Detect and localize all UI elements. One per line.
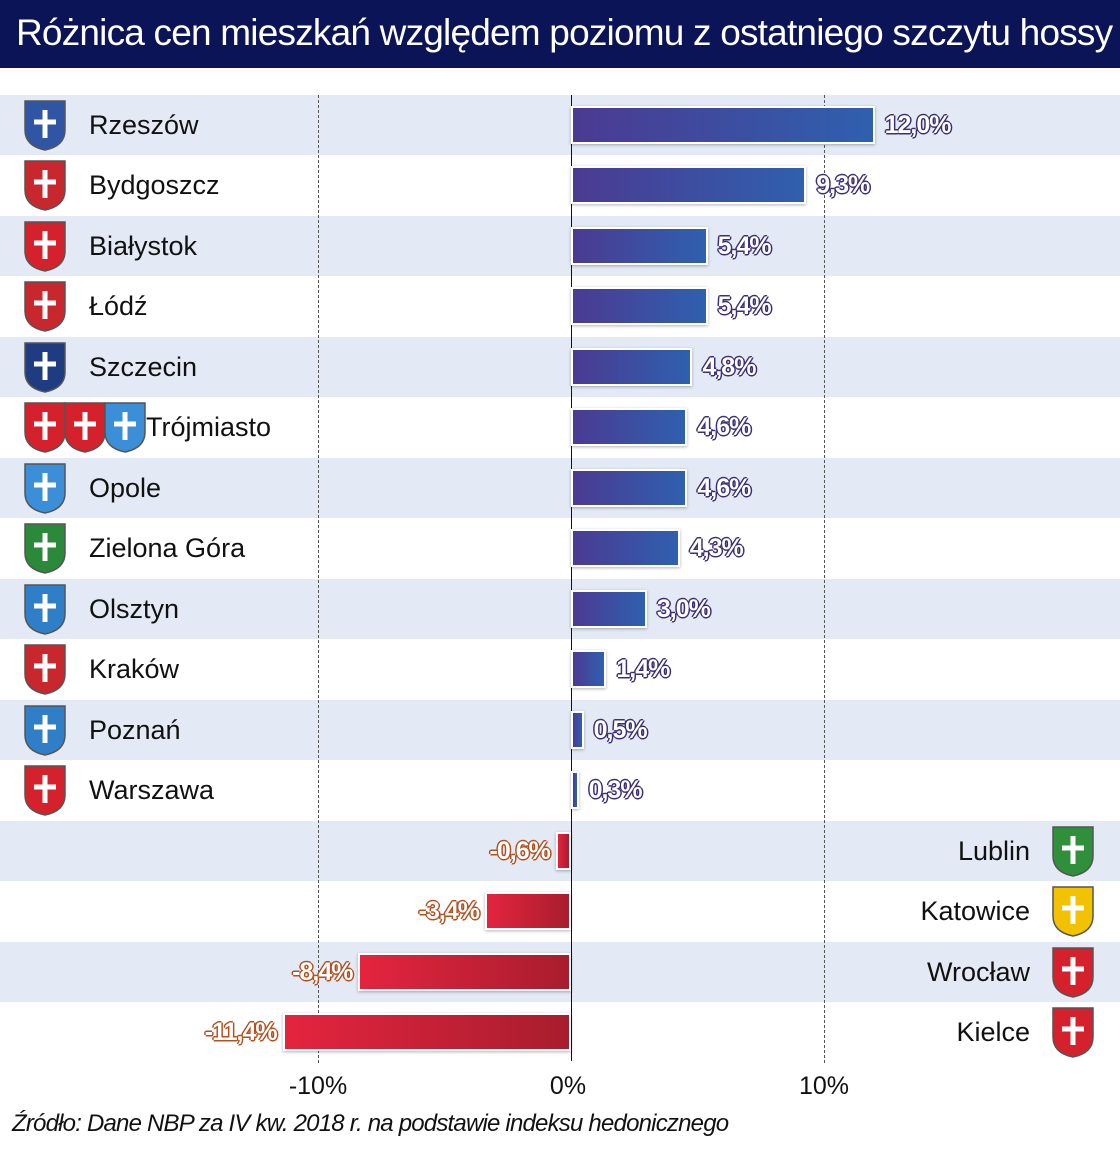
- value-label: 4,6%: [697, 413, 751, 441]
- city-crest-icon: [1052, 946, 1094, 998]
- value-label: 4,6%: [697, 473, 751, 502]
- value-label: 4,3%: [689, 534, 744, 562]
- bar: [571, 166, 807, 204]
- bar: [571, 771, 579, 809]
- bar: [571, 105, 875, 144]
- value-label: 12,0%: [884, 110, 952, 139]
- bar: [571, 710, 584, 749]
- city-crest-icon: [104, 402, 146, 453]
- value-label: -8,4%: [292, 957, 353, 986]
- city-crest-icon: [24, 644, 66, 695]
- value-label: -3,4%: [418, 897, 480, 925]
- source-note: Źródło: Dane NBP za IV kw. 2018 r. na po…: [12, 1110, 729, 1137]
- city-crest-icon: [24, 583, 66, 635]
- city-label: Poznań: [89, 714, 181, 745]
- city-label: Białystok: [89, 230, 198, 261]
- city-crest-icon: [24, 523, 66, 574]
- tick-label: 0%: [549, 1072, 587, 1100]
- city-crest-icon: [24, 281, 66, 332]
- gridline-minus-10: [318, 95, 319, 1063]
- city-label: Warszawa: [89, 775, 215, 805]
- city-crest-icon: [64, 402, 106, 453]
- city-crest-icon: [1052, 1007, 1094, 1058]
- bar: [571, 650, 607, 688]
- tick-label: 10%: [798, 1072, 850, 1100]
- city-label: Katowice: [920, 896, 1030, 926]
- city-label: Trójmiasto: [146, 412, 272, 442]
- city-crest-icon: [24, 99, 66, 151]
- chart-row: [0, 457, 1120, 518]
- value-label: -11,4%: [204, 1018, 278, 1046]
- city-crest-icon: [24, 462, 66, 514]
- bar: [571, 589, 647, 628]
- zero-axis-line: [571, 95, 572, 1061]
- city-crest-icon: [24, 765, 66, 816]
- bar: [571, 347, 693, 386]
- chart-row: [0, 578, 1120, 639]
- bar: [358, 952, 571, 991]
- bar: [484, 892, 571, 930]
- city-label: Kraków: [89, 654, 180, 684]
- value-label: -0,6%: [489, 836, 551, 865]
- value-label: 5,4%: [717, 292, 772, 320]
- value-label: 5,4%: [717, 231, 772, 260]
- value-label: 0,5%: [593, 715, 648, 744]
- chart-row: [0, 699, 1120, 760]
- city-label: Kielce: [956, 1017, 1030, 1047]
- city-crest-icon: [24, 402, 66, 453]
- city-label: Bydgoszcz: [89, 170, 220, 200]
- chart-row: [0, 215, 1120, 276]
- bar: [571, 408, 688, 446]
- city-crest-icon: [1052, 825, 1094, 877]
- gridline-plus-10: [824, 95, 825, 1063]
- city-label: Zielona Góra: [89, 533, 246, 563]
- bar: [282, 1013, 571, 1051]
- city-label: Lublin: [957, 835, 1030, 866]
- city-crest-icon: [24, 704, 66, 756]
- value-label: 3,0%: [656, 594, 711, 623]
- city-label: Łódź: [89, 291, 148, 321]
- chart-row: [0, 276, 1120, 337]
- bar: [571, 529, 680, 567]
- city-label: Rzeszów: [89, 109, 199, 140]
- chart-row: [0, 336, 1120, 397]
- bar: [571, 287, 708, 325]
- city-label: Opole: [89, 472, 162, 503]
- city-label: Olsztyn: [89, 593, 180, 624]
- chart-title: Różnica cen mieszkań względem poziomu z …: [0, 0, 1120, 68]
- city-crest-icon: [24, 220, 66, 272]
- value-label: 0,3%: [588, 776, 643, 804]
- chart-row: [0, 94, 1120, 155]
- city-crest-icon: [1052, 886, 1094, 937]
- bar: [571, 226, 708, 265]
- value-label: 4,8%: [702, 352, 756, 381]
- city-label: Wrocław: [926, 956, 1030, 987]
- city-crest-icon: [24, 160, 66, 211]
- tick-label: -10%: [288, 1072, 348, 1100]
- city-label: Szczecin: [89, 351, 198, 382]
- value-label: 9,3%: [816, 171, 870, 199]
- value-label: 1,4%: [616, 655, 670, 683]
- bar: [555, 831, 571, 870]
- bar: [571, 468, 688, 507]
- city-crest-icon: [24, 341, 66, 393]
